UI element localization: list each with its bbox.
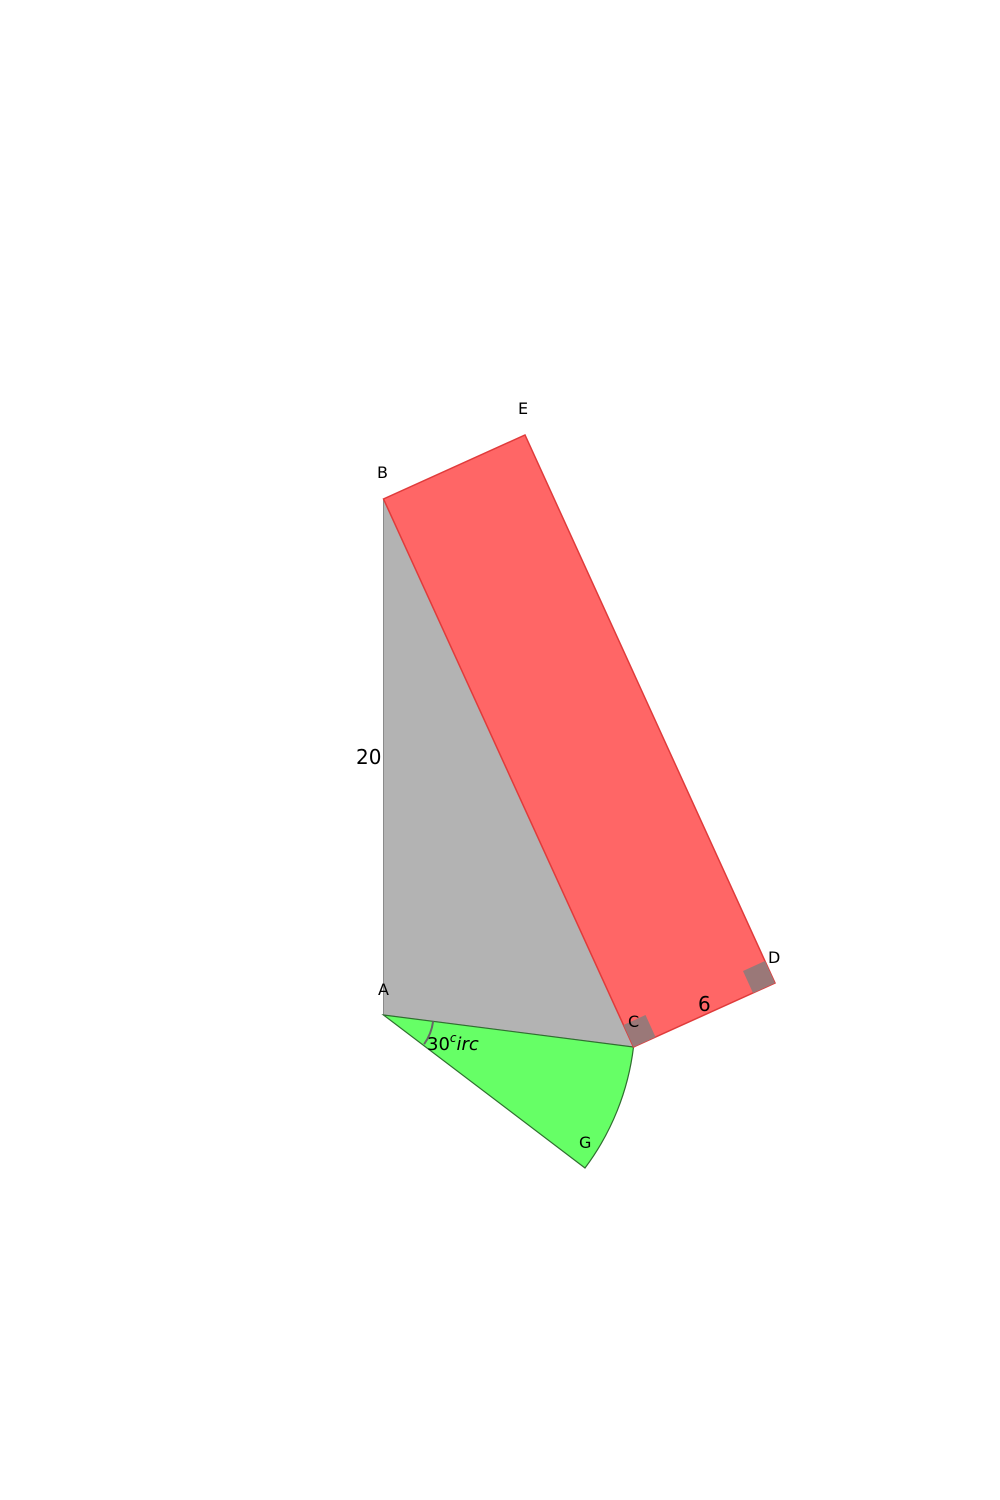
vertex-label-a: A (378, 980, 389, 999)
vertex-label-d: D (768, 948, 780, 967)
angle-label-superscript: c (450, 1031, 457, 1045)
sector-acg (381, 1014, 635, 1169)
angle-label-suffix: irc (457, 1034, 479, 1055)
angle-label-value: 30 (427, 1034, 450, 1055)
angle-label-a: 30circ (427, 1031, 479, 1055)
right-angle-marker-c (623, 1015, 656, 1047)
angle-arc-a (423, 1021, 435, 1045)
vertex-label-g: G (579, 1133, 591, 1152)
side-length-cd: 6 (698, 992, 711, 1016)
vertex-label-e: E (518, 399, 528, 418)
vertex-label-b: B (377, 463, 388, 482)
right-angle-marker-d (743, 961, 775, 993)
vertex-label-c: C (628, 1012, 639, 1031)
side-length-ab: 20 (356, 745, 381, 769)
